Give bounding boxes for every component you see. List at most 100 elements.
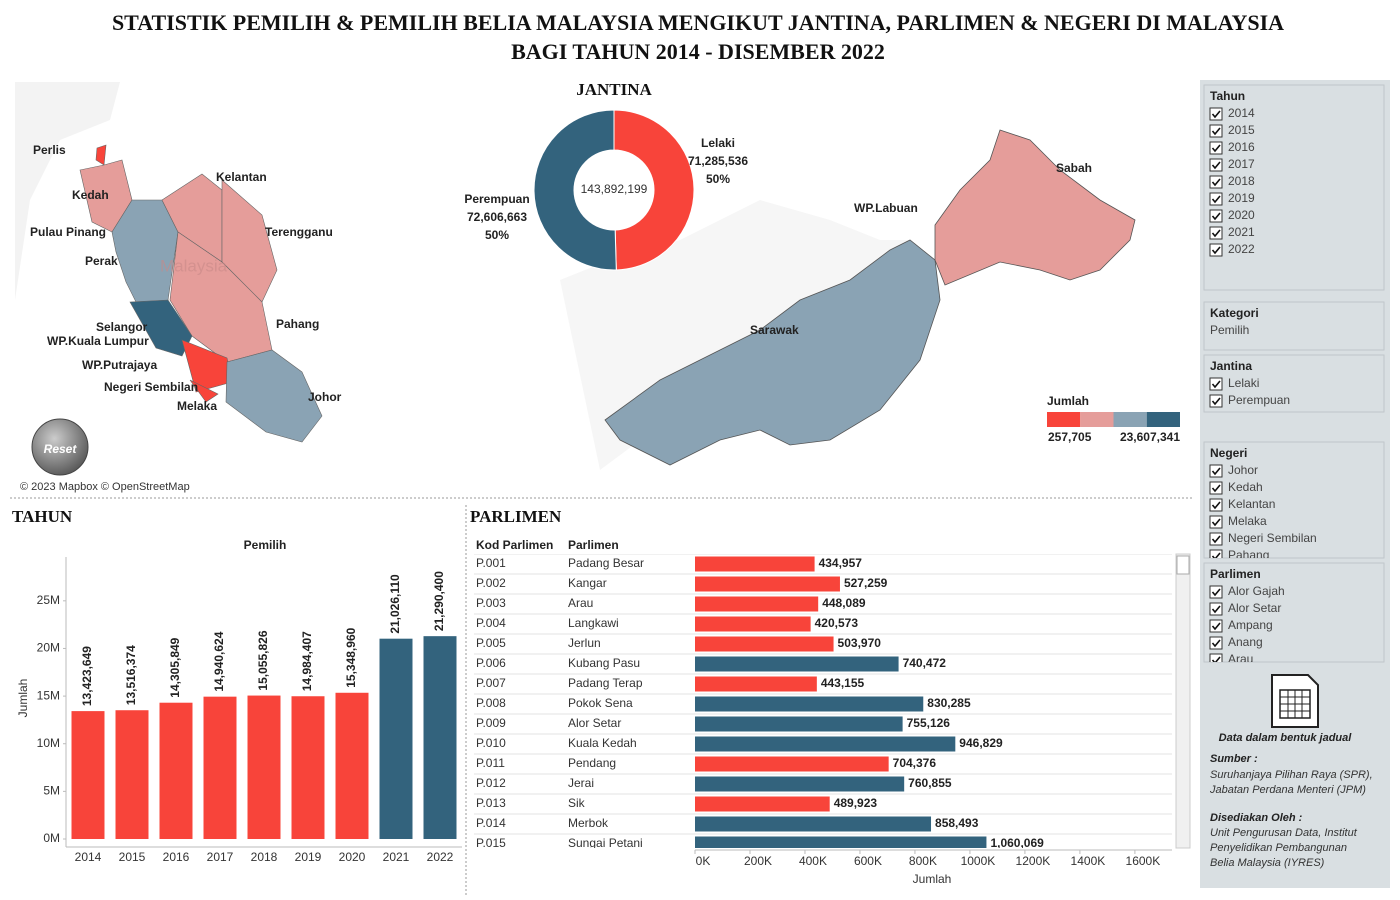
checkbox[interactable] <box>1209 464 1223 478</box>
checkbox[interactable] <box>1209 226 1223 240</box>
row-code: P.004 <box>476 616 506 630</box>
filter-item[interactable]: 2020 <box>1228 208 1255 222</box>
filter-item[interactable]: Pahang <box>1228 548 1269 562</box>
x-tick-label: 2019 <box>295 850 322 864</box>
filter-item[interactable]: Arau <box>1228 652 1253 666</box>
checkbox[interactable] <box>1209 602 1223 616</box>
rows: P.001 Padang Besar 434,957 P.002 Kangar 527,2… <box>474 554 1172 848</box>
filter-item[interactable]: Kelantan <box>1228 497 1275 511</box>
x-tick-label: 2016 <box>163 850 190 864</box>
donut-slice <box>613 109 695 271</box>
checkbox[interactable] <box>1209 532 1223 546</box>
scrollbar[interactable] <box>1175 553 1191 849</box>
checkbox[interactable] <box>1209 549 1223 562</box>
legend-max: 23,607,341 <box>1120 430 1180 444</box>
legend-swatch <box>1146 412 1180 427</box>
value-label: 13,516,374 <box>124 645 138 705</box>
value-label: 704,376 <box>893 756 937 770</box>
row-code: P.010 <box>476 736 506 750</box>
checkbox[interactable] <box>1209 481 1223 495</box>
checkbox[interactable] <box>1209 175 1223 189</box>
row-name: Kangar <box>568 576 607 590</box>
table-link[interactable]: Data dalam bentuk jadual <box>1219 732 1353 744</box>
filter-item[interactable]: Johor <box>1228 463 1258 477</box>
legend-label: Perempuan <box>464 192 529 206</box>
filter-item[interactable]: 2018 <box>1228 174 1255 188</box>
filter-item[interactable]: 2017 <box>1228 157 1255 171</box>
state-label: Perlis <box>33 143 66 157</box>
donut-slice <box>533 109 617 271</box>
checkbox[interactable] <box>1209 124 1223 138</box>
row-code: P.007 <box>476 676 506 690</box>
source-line: Jabatan Perdana Menteri (JPM) <box>1209 784 1366 796</box>
filter-item[interactable]: Alor Setar <box>1228 601 1281 615</box>
filter-item[interactable]: Melaka <box>1228 514 1267 528</box>
row-code: P.014 <box>476 816 506 830</box>
filter-item[interactable]: 2014 <box>1228 106 1255 120</box>
state-label: WP.Kuala Lumpur <box>47 334 149 348</box>
row-name: Langkawi <box>568 616 619 630</box>
filter-item[interactable]: Alor Gajah <box>1228 584 1285 598</box>
value-label: 946,829 <box>959 736 1003 750</box>
row-name: Sik <box>568 796 586 810</box>
checkbox[interactable] <box>1209 636 1223 650</box>
row-name: Alor Setar <box>568 716 621 730</box>
y-tick-label: 20M <box>37 641 60 655</box>
checkbox[interactable] <box>1209 394 1223 408</box>
filter-items: 2014 2015 2016 2017 2018 2019 2020 2021 2022 <box>1209 106 1255 257</box>
check <box>1211 656 1221 662</box>
state-label: Pulau Pinang <box>30 225 106 239</box>
x-axis-label: Jumlah <box>913 872 952 886</box>
filter-item[interactable]: Perempuan <box>1228 393 1290 407</box>
bar <box>695 576 840 592</box>
checkbox[interactable] <box>1209 653 1223 666</box>
check <box>1211 229 1221 238</box>
checkbox[interactable] <box>1209 158 1223 172</box>
filter-item[interactable]: Lelaki <box>1228 376 1259 390</box>
prepared-line: Penyelidikan Pembangunan <box>1210 842 1347 854</box>
table-icon[interactable] <box>1271 674 1319 728</box>
checkbox[interactable] <box>1209 377 1223 391</box>
filter-item[interactable]: Anang <box>1228 635 1263 649</box>
state-label: WP.Putrajaya <box>82 358 157 372</box>
value-label: 15,055,826 <box>256 630 270 690</box>
y-axis-label: Jumlah <box>16 679 30 718</box>
checkbox[interactable] <box>1209 515 1223 529</box>
filter-item[interactable]: Ampang <box>1228 618 1273 632</box>
row-name: Jerai <box>568 776 594 790</box>
state-label: Perak <box>85 254 118 268</box>
checkbox[interactable] <box>1209 498 1223 512</box>
bar <box>695 696 924 712</box>
filter-item[interactable]: 2019 <box>1228 191 1255 205</box>
checkbox[interactable] <box>1209 585 1223 599</box>
check <box>1211 501 1221 510</box>
checkbox[interactable] <box>1209 107 1223 121</box>
bar <box>379 638 413 839</box>
attribution: © 2023 Mapbox © OpenStreetMap <box>20 481 190 493</box>
prepared-line: Belia Malaysia (IYRES) <box>1210 857 1325 869</box>
filter-item[interactable]: 2022 <box>1228 242 1255 256</box>
filter-item[interactable]: 2021 <box>1228 225 1255 239</box>
checkbox[interactable] <box>1209 619 1223 633</box>
value-label: 830,285 <box>927 696 971 710</box>
state <box>111 199 179 311</box>
checkbox[interactable] <box>1209 243 1223 257</box>
checkbox[interactable] <box>1209 192 1223 206</box>
scroll-thumb[interactable] <box>1176 555 1190 575</box>
bar <box>203 696 237 839</box>
filter-item[interactable]: 2015 <box>1228 123 1255 137</box>
filter-item[interactable]: 2016 <box>1228 140 1255 154</box>
check <box>1211 605 1221 614</box>
checkbox[interactable] <box>1209 141 1223 155</box>
filter-title: Tahun <box>1210 89 1245 103</box>
state-label: Sarawak <box>750 323 799 337</box>
value-label: 15,348,960 <box>344 627 358 687</box>
row-code: P.008 <box>476 696 506 710</box>
filter-item[interactable]: Kedah <box>1228 480 1263 494</box>
filter-item[interactable]: Negeri Sembilan <box>1228 531 1317 545</box>
row-name: Merbok <box>568 816 609 830</box>
checkbox[interactable] <box>1209 209 1223 223</box>
value-label: 14,984,407 <box>300 631 314 691</box>
reset-button[interactable] <box>31 418 89 476</box>
reset-label[interactable]: Reset <box>44 442 78 456</box>
